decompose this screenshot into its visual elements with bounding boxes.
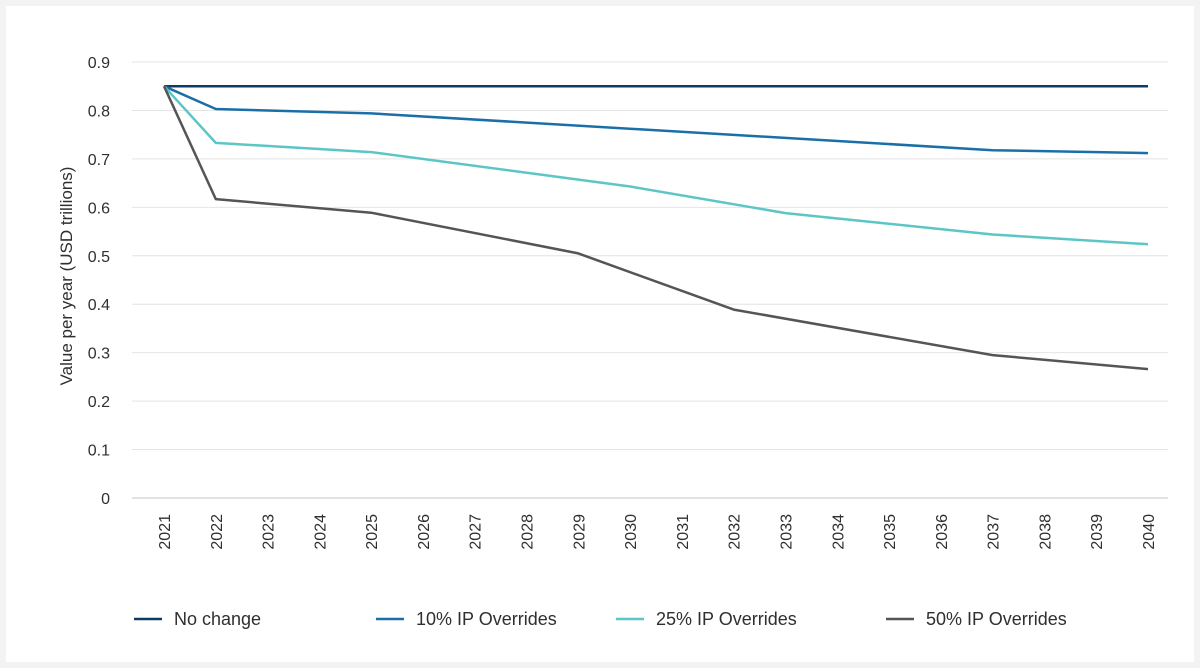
x-tick-label: 2022 (209, 514, 226, 550)
legend-label: 25% IP Overrides (656, 609, 797, 629)
line-chart: 00.10.20.30.40.50.60.70.80.9 2021 2022 202… (57, 55, 1168, 629)
y-tick-label: 0.1 (88, 443, 110, 460)
x-tick-label: 2029 (571, 514, 588, 550)
y-tick-label: 0.8 (88, 103, 110, 120)
x-tick-label: 2025 (364, 514, 381, 550)
y-tick-label: 0.5 (88, 249, 110, 266)
y-axis-ticks: 0 0.1 0.2 0.3 0.4 0.5 0.6 0.7 0.8 0.9 (88, 55, 110, 508)
x-tick-label: 2024 (312, 514, 329, 550)
x-tick-label: 2028 (520, 514, 537, 550)
y-tick-label: 0.2 (88, 394, 110, 411)
chart-card: 0 0.1 0.2 0.3 0.4 0.5 0.6 0.7 0.8 0.9 2021 2022 202… (6, 6, 1194, 662)
x-tick-label: 2021 (157, 514, 174, 550)
y-tick-label: 0.4 (88, 297, 110, 314)
x-tick-label: 2035 (882, 514, 899, 550)
x-axis-ticks: 2021 2022 2023 2024 2025 2026 2027 2028 2029 2030… (157, 514, 1158, 550)
series-line-4 (162, 85, 1149, 371)
x-tick-label: 2034 (830, 514, 847, 550)
x-tick-label: 2031 (675, 514, 692, 550)
series-line-2 (163, 85, 1149, 155)
legend: No change 10% IP Overrides 25% IP Override… (134, 609, 1067, 629)
x-tick-label: 2036 (934, 514, 951, 550)
x-tick-label: 2038 (1037, 514, 1054, 550)
x-tick-label: 2026 (416, 514, 433, 550)
series-line-3 (163, 85, 1149, 246)
x-tick-label: 2023 (261, 514, 278, 550)
y-tick-label: 0.3 (88, 346, 110, 363)
y-axis-title: Value per year (USD trillions) (57, 167, 76, 386)
x-tick-label: 2027 (468, 514, 485, 550)
legend-label: 10% IP Overrides (416, 609, 557, 629)
y-tick-label: 0.9 (88, 55, 110, 72)
x-tick-label: 2030 (623, 514, 640, 550)
legend-label: No change (174, 609, 261, 629)
legend-label: 50% IP Overrides (926, 609, 1067, 629)
x-tick-label: 2033 (778, 514, 795, 550)
x-tick-label: 2032 (727, 514, 744, 550)
y-tick-label: 0.7 (88, 152, 110, 169)
x-tick-label: 2040 (1141, 514, 1158, 550)
y-tick-label: 0.6 (88, 200, 110, 217)
x-tick-label: 2039 (1089, 514, 1106, 550)
y-tick-label: 0 (101, 491, 110, 508)
series-lines (162, 84, 1149, 371)
x-tick-label: 2037 (986, 514, 1003, 550)
